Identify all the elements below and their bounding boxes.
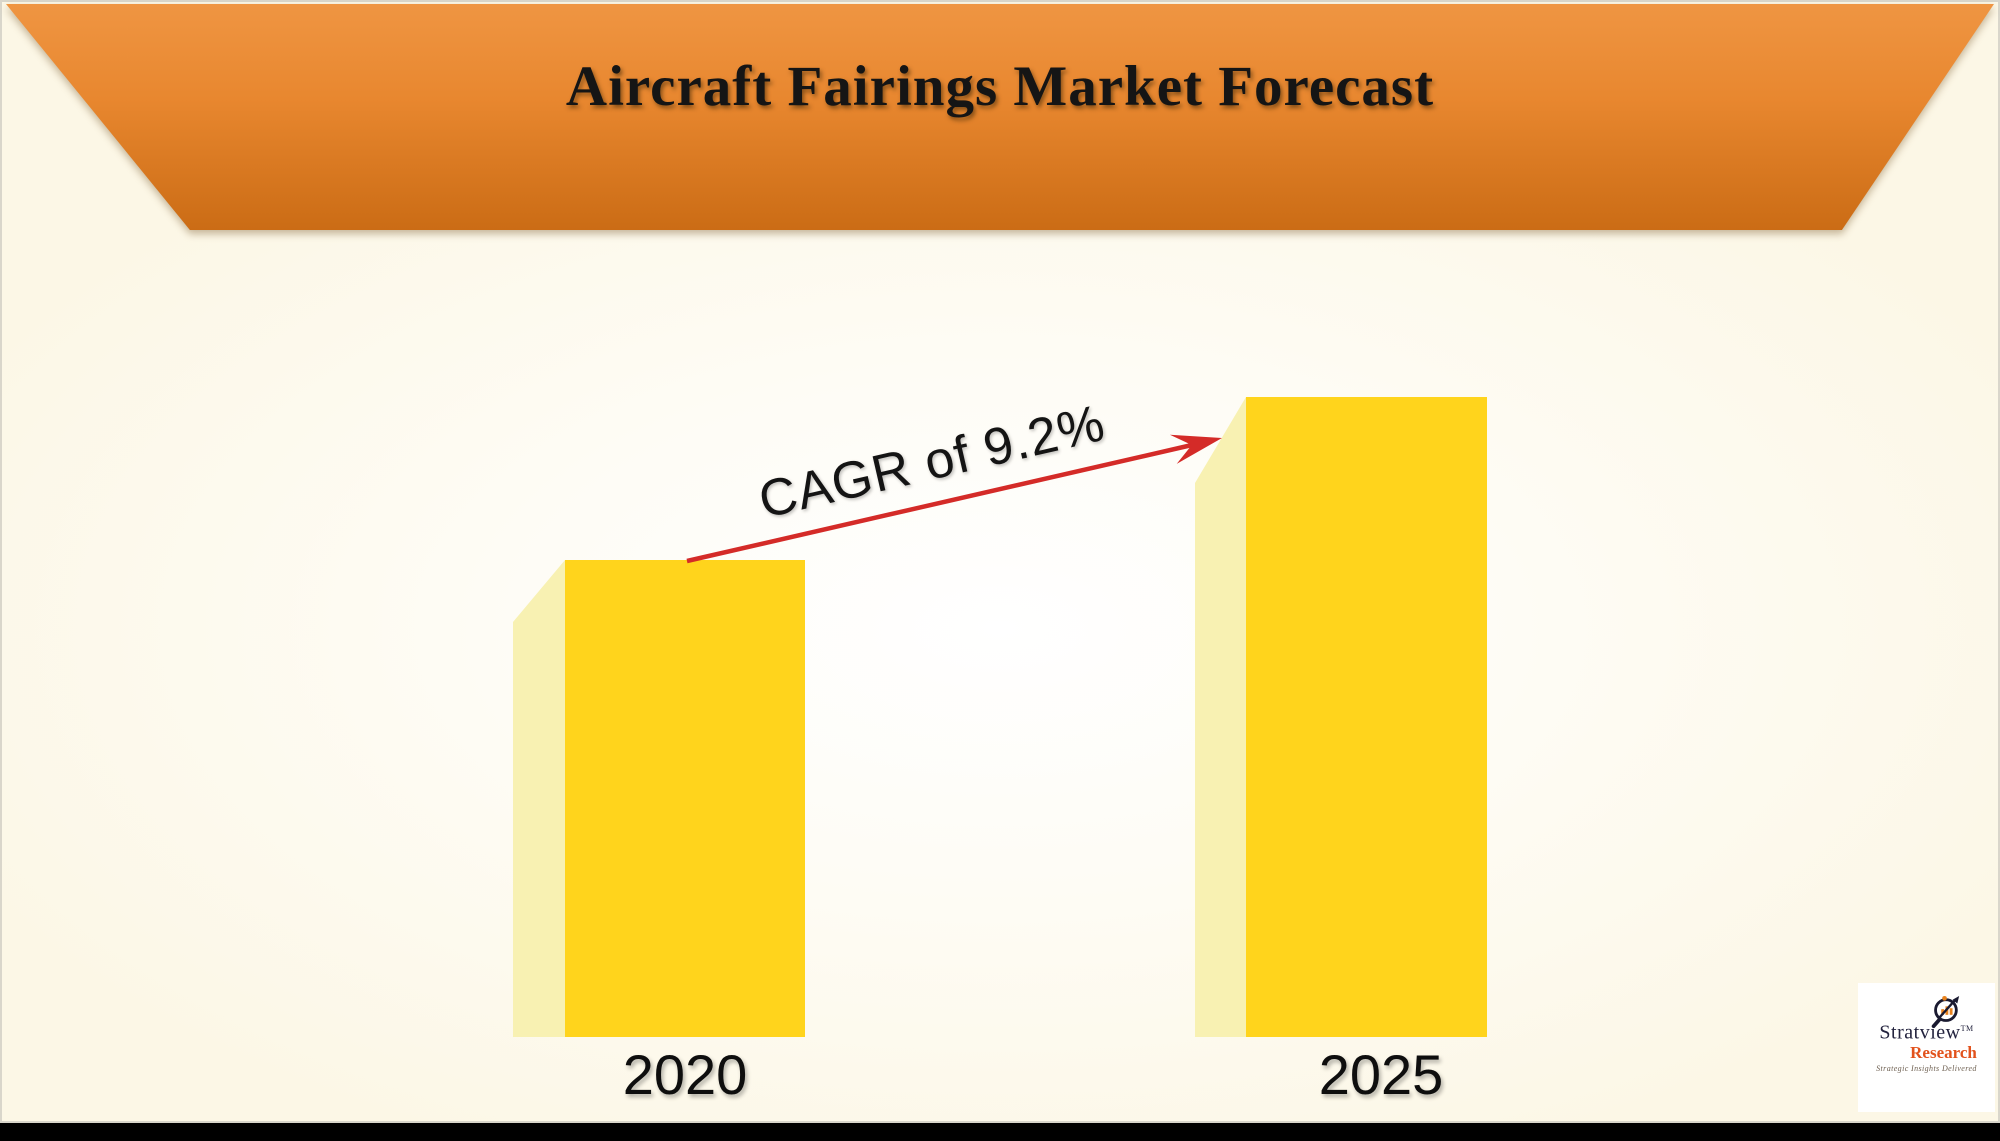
axis-label-2025: 2025 — [1318, 1043, 1444, 1106]
bar-chart — [513, 397, 1487, 1037]
page-title: Aircraft Fairings Market Forecast — [565, 55, 1435, 118]
logo-tagline: Strategic Insights Delivered — [1876, 1063, 1977, 1073]
title-banner: Aircraft Fairings Market Forecast — [6, 4, 1994, 230]
letterbox-bottom — [0, 1123, 2000, 1141]
axis-label-2020: 2020 — [622, 1043, 748, 1106]
stratview-logo: StratviewTM Research Strategic Insights … — [1858, 983, 1995, 1112]
bar-2020-front — [565, 560, 805, 1037]
bar-2025-side — [1195, 397, 1246, 1037]
growth-arrow-line — [686, 442, 1193, 564]
growth-arrow-head — [1169, 434, 1222, 464]
logo-tm: TM — [1960, 1024, 1974, 1033]
magnifier-icon — [1932, 995, 1960, 1029]
title-banner-shape: Aircraft Fairings Market Forecast — [6, 4, 1994, 230]
bar-2020-side — [513, 560, 565, 1037]
logo-brand-row: StratviewTM — [1879, 995, 1974, 1044]
logo-brand2: Research — [1910, 1042, 1977, 1062]
bar-2025-front — [1246, 397, 1487, 1037]
logo-brand: Stratview — [1879, 1021, 1961, 1044]
